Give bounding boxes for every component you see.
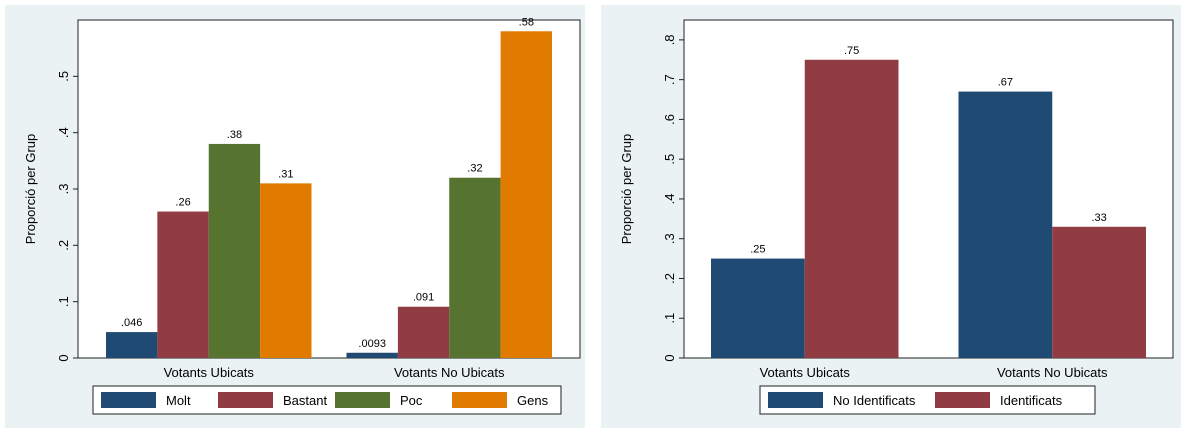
y-tick-label: .6 — [662, 114, 677, 125]
bar-molt-votants-no-ubicats — [346, 352, 398, 358]
y-axis-title: Proporció per Grup — [23, 134, 38, 245]
x-category-label-votants-ubicats: Votants Ubicats — [760, 365, 851, 380]
legend-label-gens: Gens — [517, 393, 549, 408]
y-axis-title: Proporció per Grup — [619, 134, 634, 245]
data-label: .33 — [1091, 212, 1106, 224]
legend-label-bastant: Bastant — [283, 393, 327, 408]
bar-bastant-votants-ubicats — [157, 211, 209, 358]
legend-label-poc: Poc — [400, 393, 423, 408]
bar-gens-votants-ubicats — [260, 183, 312, 358]
bar-identificats-votants-ubicats — [804, 59, 899, 358]
legend-label-no-identificats: No Identificats — [833, 393, 916, 408]
data-label: .0093 — [358, 338, 386, 350]
x-category-label-votants-no-ubicats: Votants No Ubicats — [394, 365, 505, 380]
y-tick-label: .1 — [662, 313, 677, 324]
bar-bastant-votants-no-ubicats — [397, 306, 450, 358]
legend-swatch-poc — [335, 392, 390, 408]
y-tick-label: .3 — [662, 233, 677, 244]
data-label: .31 — [278, 168, 293, 180]
y-tick-label: 0 — [56, 354, 71, 361]
data-label: .091 — [413, 292, 434, 304]
y-tick-label: .2 — [56, 240, 71, 251]
bar-no-identificats-votants-no-ubicats — [958, 91, 1053, 358]
bar-poc-votants-no-ubicats — [449, 177, 501, 358]
chart-panel-left: 0 .1 .2 .3 .4 .5 Proporció per Grup .046 .26 .38.… — [5, 5, 585, 428]
y-tick-label: .4 — [662, 194, 677, 205]
bar-poc-votants-ubicats — [208, 143, 261, 358]
data-label: .046 — [121, 317, 142, 329]
data-label: .58 — [519, 16, 534, 28]
legend-label-identificats: Identificats — [1000, 393, 1063, 408]
y-tick-label: .1 — [56, 296, 71, 307]
x-category-label-votants-no-ubicats: Votants No Ubicats — [997, 365, 1108, 380]
y-tick-label: .2 — [662, 273, 677, 284]
data-label: .26 — [175, 197, 190, 209]
bar-identificats-votants-no-ubicats — [1052, 226, 1146, 358]
chart-panel-right: 0 .1 .2 .3 .4 .5 .6 .7 .8 Proporció per Grup .25 .7… — [601, 5, 1181, 428]
y-tick-label: .5 — [56, 71, 71, 82]
y-tick-label: .4 — [56, 127, 71, 138]
data-label: .25 — [750, 244, 765, 256]
bar-molt-votants-ubicats — [106, 332, 158, 358]
data-label: .67 — [998, 77, 1013, 89]
y-tick-label: .8 — [662, 34, 677, 45]
y-tick-label: .3 — [56, 184, 71, 195]
data-label: .75 — [844, 45, 859, 57]
legend-label-molt: Molt — [166, 393, 191, 408]
data-label: .32 — [467, 163, 482, 175]
legend-swatch-gens — [452, 392, 507, 408]
y-tick-label: 0 — [662, 354, 677, 361]
chart-right-svg: 0 .1 .2 .3 .4 .5 .6 .7 .8 Proporció per Grup .25 .7… — [619, 19, 1174, 415]
x-category-label-votants-ubicats: Votants Ubicats — [164, 365, 255, 380]
legend-swatch-no-identificats — [768, 392, 823, 408]
bar-no-identificats-votants-ubicats — [711, 258, 805, 358]
bar-gens-votants-no-ubicats — [500, 31, 552, 359]
y-tick-label: .5 — [662, 154, 677, 165]
legend-swatch-molt — [101, 392, 156, 408]
legend-swatch-bastant — [218, 392, 273, 408]
y-tick-label: .7 — [662, 74, 677, 85]
legend-swatch-identificats — [935, 392, 990, 408]
chart-left-svg: 0 .1 .2 .3 .4 .5 Proporció per Grup .046 .26 .38.… — [23, 16, 581, 415]
data-label: .38 — [227, 129, 242, 141]
